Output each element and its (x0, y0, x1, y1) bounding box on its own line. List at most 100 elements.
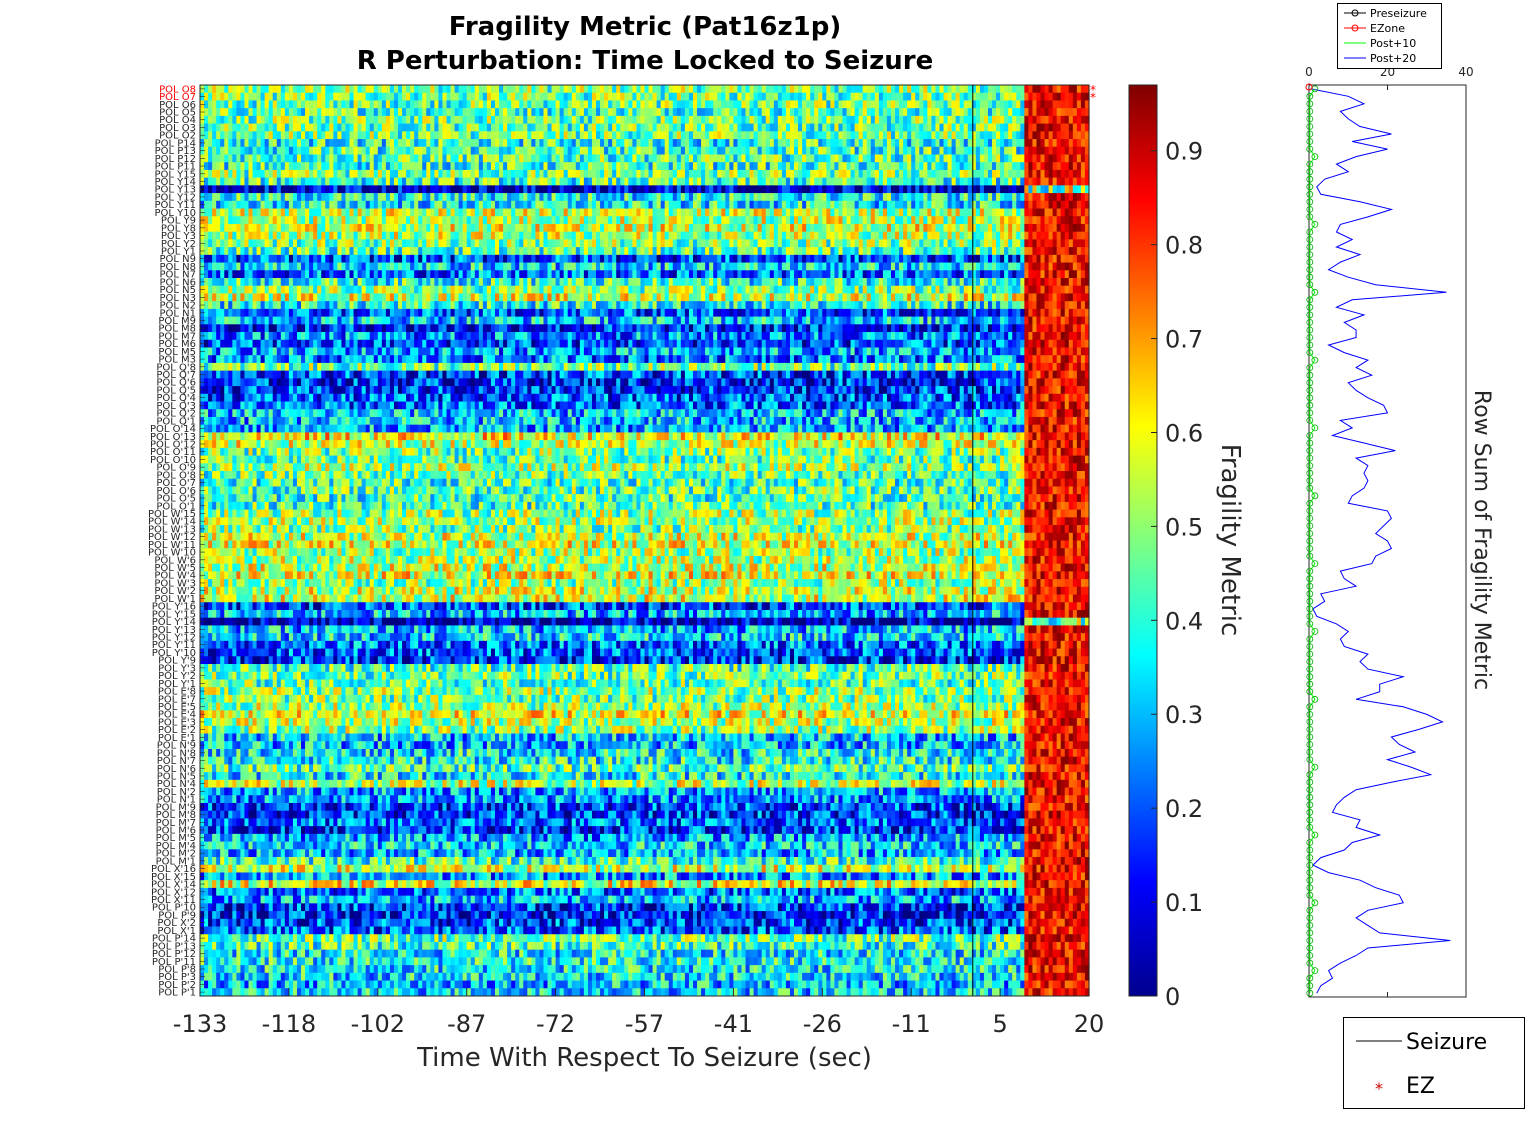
heatmap-cell (878, 108, 884, 117)
heatmap-cell (438, 223, 444, 233)
heatmap-cell (668, 92, 674, 101)
heatmap-cell (1016, 216, 1021, 225)
heatmap-cell (507, 193, 512, 202)
heatmap-cell (1004, 216, 1009, 225)
heatmap-cell (434, 193, 440, 202)
heatmap-cell (644, 123, 650, 132)
heatmap-cell (919, 154, 924, 163)
heatmap-cell (842, 154, 848, 163)
heatmap-cell (741, 223, 747, 233)
heatmap-cell (826, 139, 831, 148)
heatmap-cell (426, 254, 431, 263)
heatmap-cell (620, 177, 625, 186)
heatmap-cell (907, 208, 912, 217)
heatmap-cell (280, 254, 286, 263)
heatmap-cell (725, 239, 730, 248)
heatmap-cell (422, 247, 427, 256)
heatmap-cell (373, 92, 379, 101)
heatmap-cell (474, 247, 480, 256)
heatmap-cell (236, 162, 242, 171)
heatmap-cell (854, 169, 860, 179)
heatmap-cell (470, 139, 476, 148)
heatmap-cell (882, 193, 888, 202)
heatmap-cell (284, 254, 290, 263)
heatmap-cell (1076, 223, 1082, 233)
heatmap-cell (644, 193, 650, 202)
heatmap-cell (353, 100, 359, 109)
heatmap-cell (676, 231, 682, 240)
heatmap-cell (834, 208, 840, 217)
heatmap-cell (628, 239, 633, 248)
heatmap-cell (1012, 131, 1017, 140)
heatmap-cell (975, 100, 981, 109)
heatmap-cell (337, 108, 343, 117)
heatmap-cell (737, 223, 743, 233)
heatmap-cell (454, 193, 460, 202)
heatmap-cell (450, 216, 456, 225)
heatmap-cell (907, 146, 912, 155)
heatmap-cell (753, 131, 759, 140)
heatmap-cell (745, 208, 751, 217)
heatmap-cell (636, 185, 642, 194)
heatmap-cell (523, 208, 528, 217)
heatmap-cell (494, 146, 500, 155)
heatmap-cell (737, 216, 743, 225)
heatmap-cell (733, 216, 739, 225)
heatmap-cell (236, 208, 242, 217)
heatmap-cell (604, 216, 609, 225)
heatmap-cell (983, 162, 989, 171)
heatmap-cell (357, 247, 363, 256)
heatmap-cell (955, 100, 961, 109)
heatmap-cell (923, 247, 928, 256)
heatmap-cell (236, 146, 242, 155)
heatmap-cell (357, 239, 363, 248)
heatmap-cell (486, 85, 492, 94)
heatmap-cell (943, 162, 949, 171)
heatmap-cell (931, 208, 937, 217)
heatmap-cell (741, 115, 747, 124)
heatmap-cell (503, 162, 508, 171)
heatmap-cell (373, 146, 379, 155)
heatmap-cell (515, 139, 520, 148)
heatmap-cell (567, 92, 573, 101)
heatmap-cell (822, 254, 827, 263)
heatmap-cell (434, 208, 440, 217)
heatmap-cell (563, 247, 569, 256)
heatmap-cell (608, 123, 613, 132)
heatmap-cell (450, 146, 456, 155)
heatmap-cell (757, 216, 763, 225)
heatmap-cell (1004, 139, 1009, 148)
heatmap-cell (337, 154, 343, 163)
heatmap-cell (321, 123, 326, 132)
heatmap-cell (276, 85, 282, 94)
heatmap-cell (365, 247, 371, 256)
heatmap-cell (931, 247, 937, 256)
heatmap-cell (777, 247, 783, 256)
heatmap-cell (216, 146, 221, 155)
heatmap-cell (426, 239, 431, 248)
heatmap-cell (616, 254, 621, 263)
heatmap-cell (575, 123, 581, 132)
heatmap-cell (668, 254, 674, 263)
heatmap-cell (349, 139, 355, 148)
heatmap-cell (612, 146, 617, 155)
heatmap-cell (365, 154, 371, 163)
heatmap-cell (272, 254, 278, 263)
heatmap-cell (470, 254, 476, 263)
heatmap-cell (563, 200, 569, 209)
heatmap-cell (1048, 139, 1054, 148)
heatmap-cell (1032, 92, 1038, 101)
heatmap-cell (688, 139, 694, 148)
heatmap-cell (971, 247, 977, 256)
heatmap-cell (701, 231, 706, 240)
heatmap-cell (781, 131, 787, 140)
heatmap-cell (931, 108, 937, 117)
heatmap-cell (389, 185, 395, 194)
heatmap-cell (874, 208, 880, 217)
heatmap-cell (567, 131, 573, 140)
heatmap-cell (1008, 193, 1013, 202)
heatmap-cell (878, 200, 884, 209)
heatmap-cell (899, 115, 904, 124)
heatmap-cell (260, 193, 266, 202)
heatmap-cell (531, 154, 536, 163)
